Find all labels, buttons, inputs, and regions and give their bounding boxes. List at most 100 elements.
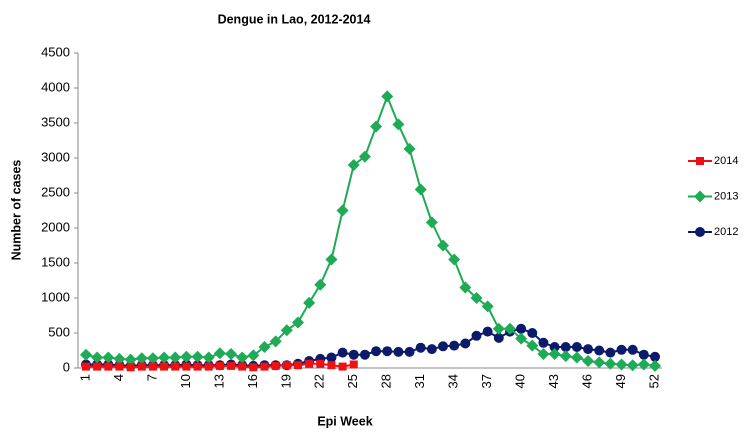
marker	[460, 338, 471, 349]
marker	[594, 345, 605, 356]
marker	[180, 350, 193, 363]
y-tick-label: 2000	[41, 219, 70, 234]
marker	[571, 342, 582, 352]
marker	[146, 352, 159, 365]
x-tick-label: 1	[77, 374, 92, 381]
marker	[583, 344, 594, 355]
marker	[515, 332, 528, 345]
marker	[516, 323, 527, 334]
marker	[91, 351, 104, 364]
legend-label: 2014	[714, 155, 738, 167]
marker	[370, 120, 383, 133]
marker	[82, 362, 90, 371]
y-tick-label: 2500	[41, 184, 70, 199]
marker	[338, 362, 347, 371]
x-tick-label: 43	[546, 374, 561, 388]
marker	[291, 316, 304, 329]
marker	[280, 324, 293, 337]
y-tick-label: 4000	[41, 79, 70, 94]
x-tick-label: 16	[245, 374, 260, 388]
marker	[182, 362, 191, 371]
marker	[314, 278, 327, 291]
marker	[449, 340, 460, 351]
marker	[371, 346, 382, 357]
marker	[481, 300, 494, 313]
marker	[527, 328, 538, 338]
marker	[303, 296, 316, 309]
marker	[382, 346, 393, 357]
x-tick-label: 49	[613, 374, 628, 388]
x-tick-label: 31	[412, 374, 427, 388]
marker	[627, 344, 638, 355]
marker	[327, 361, 336, 370]
marker	[260, 362, 269, 371]
marker	[193, 362, 202, 371]
marker	[115, 362, 124, 371]
marker	[191, 350, 204, 363]
marker	[158, 351, 171, 364]
marker	[626, 359, 639, 372]
marker	[359, 349, 370, 360]
y-tick-label: 1000	[41, 289, 70, 304]
marker	[126, 363, 135, 372]
marker	[582, 355, 595, 367]
marker	[326, 352, 337, 363]
marker	[227, 361, 236, 370]
marker	[459, 281, 472, 294]
y-tick-label: 0	[63, 359, 70, 374]
marker	[236, 351, 249, 364]
marker	[102, 351, 115, 364]
x-tick-label: 46	[579, 374, 594, 388]
x-tick-label: 34	[446, 374, 461, 388]
x-tick-label: 7	[144, 374, 159, 381]
marker	[336, 204, 349, 217]
marker	[492, 322, 505, 335]
marker	[448, 253, 461, 266]
marker	[249, 363, 258, 372]
marker	[393, 346, 404, 357]
y-tick-label: 3500	[41, 114, 70, 129]
marker	[392, 118, 405, 131]
marker	[570, 351, 583, 364]
marker	[225, 348, 238, 360]
marker	[695, 227, 705, 237]
y-tick-label: 3000	[41, 149, 70, 164]
marker	[694, 190, 706, 203]
marker	[358, 150, 371, 163]
y-axis-label: Number of cases	[9, 160, 23, 261]
marker	[247, 349, 260, 362]
legend-label: 2012	[714, 226, 738, 238]
marker	[325, 253, 338, 266]
marker	[548, 348, 561, 360]
marker	[415, 342, 426, 353]
x-tick-label: 13	[211, 374, 226, 388]
marker	[305, 359, 314, 368]
marker	[347, 159, 360, 171]
marker	[204, 362, 213, 371]
marker	[493, 332, 504, 343]
marker	[438, 341, 449, 352]
marker	[80, 348, 92, 361]
marker	[638, 349, 649, 360]
marker	[258, 341, 271, 353]
marker	[349, 360, 358, 369]
marker	[403, 142, 416, 155]
marker	[137, 362, 146, 371]
x-tick-label: 10	[178, 374, 193, 388]
x-tick-label: 28	[379, 374, 394, 388]
x-tick-label: 4	[111, 374, 126, 381]
marker	[169, 351, 182, 364]
marker	[471, 330, 482, 341]
marker	[615, 358, 628, 371]
marker	[605, 347, 616, 358]
marker	[381, 90, 394, 103]
marker	[650, 351, 660, 362]
marker	[113, 352, 126, 365]
marker	[549, 342, 560, 352]
marker	[637, 358, 650, 371]
marker	[426, 344, 437, 355]
marker	[414, 183, 427, 196]
series-line	[86, 327, 656, 367]
marker	[93, 362, 102, 371]
